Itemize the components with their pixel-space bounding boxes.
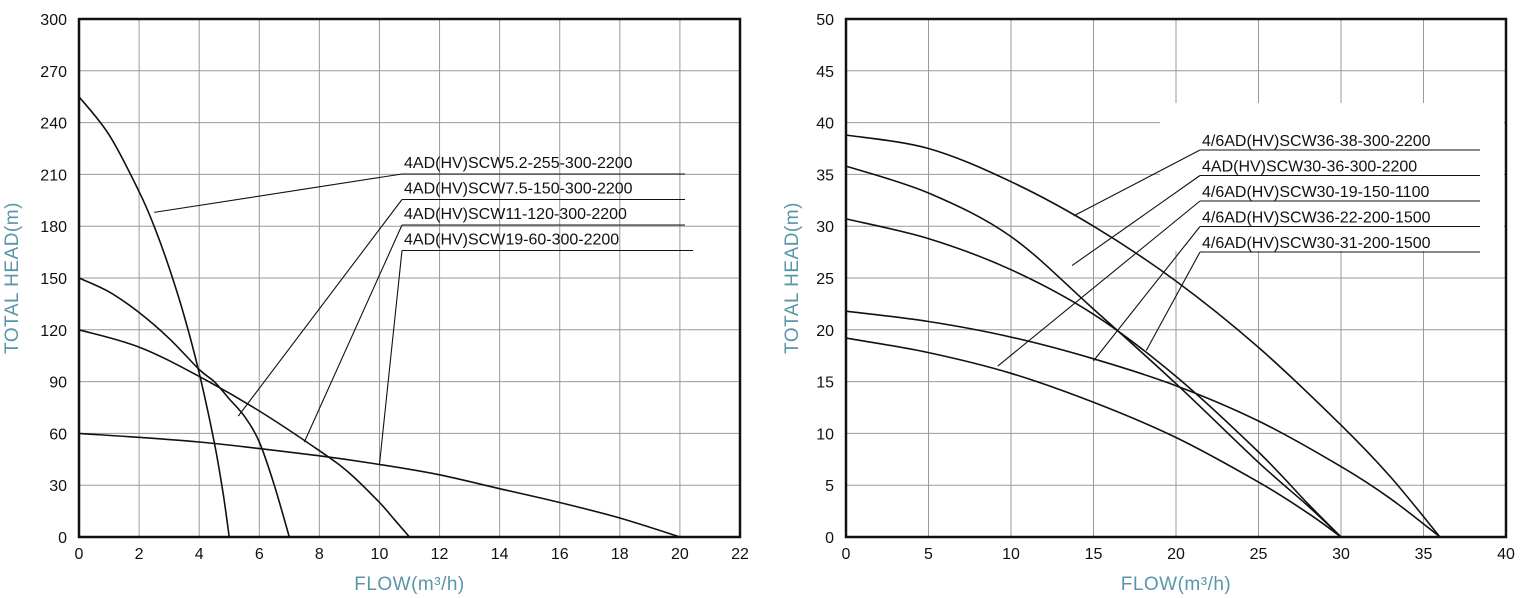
y-tick-label: 120 <box>40 323 67 340</box>
series-label-5: 4/6AD(HV)SCW30-31-200-1500 <box>1202 235 1431 252</box>
x-tick-label: 12 <box>431 546 449 563</box>
y-tick-label: 50 <box>816 12 834 29</box>
x-tick-label: 15 <box>1085 546 1103 563</box>
grid-lines <box>78 18 741 538</box>
y-axis-title: TOTAL HEAD(m) <box>782 202 803 354</box>
left-pump-curve-chart: 4AD(HV)SCW5.2-255-300-2200 4AD(HV)SCW7.5-… <box>2 12 749 595</box>
x-tick-label: 8 <box>315 546 324 563</box>
y-tick-label: 15 <box>816 375 834 392</box>
x-tick-label: 0 <box>75 546 84 563</box>
x-tick-label: 40 <box>1497 546 1515 563</box>
grid-lines <box>845 18 1507 538</box>
x-tick-label: 25 <box>1250 546 1268 563</box>
y-tick-label: 0 <box>58 530 67 547</box>
series-label-3: 4/6AD(HV)SCW30-19-150-1100 <box>1202 184 1429 201</box>
y-tick-label: 90 <box>49 375 67 392</box>
right-pump-curve-chart: 4/6AD(HV)SCW36-38-300-2200 4AD(HV)SCW30-3… <box>782 12 1515 595</box>
x-tick-label: 6 <box>255 546 264 563</box>
y-tick-label: 270 <box>40 64 67 81</box>
y-axis-title: TOTAL HEAD(m) <box>2 202 23 354</box>
y-tick-label: 40 <box>816 116 834 133</box>
leader-line-4 <box>378 250 403 465</box>
y-tick-label: 45 <box>816 64 834 81</box>
y-tick-label: 0 <box>825 530 834 547</box>
y-tick-label: 240 <box>40 116 67 133</box>
series-curve-5 <box>845 218 1342 538</box>
leader-line-2 <box>1071 175 1201 267</box>
series-curve-3 <box>845 337 1342 538</box>
leader-line-4 <box>1093 226 1201 362</box>
leader-line-1 <box>1073 149 1201 217</box>
x-tick-label: 10 <box>371 546 389 563</box>
y-tick-label: 60 <box>49 426 67 443</box>
series-label-3: 4AD(HV)SCW11-120-300-2200 <box>404 206 627 223</box>
series-label-2: 4AD(HV)SCW7.5-150-300-2200 <box>404 181 633 198</box>
y-tick-label: 35 <box>816 167 834 184</box>
leader-line-3 <box>997 200 1201 367</box>
series-labels: 4AD(HV)SCW5.2-255-300-2200 4AD(HV)SCW7.5-… <box>154 155 693 465</box>
y-tick-label: 20 <box>816 323 834 340</box>
curves <box>845 134 1441 538</box>
tick-labels: 0 5 10 15 20 25 30 35 40 0 5 10 15 20 25 30 35 40 45 50 <box>816 12 1515 563</box>
leader-line-3 <box>303 224 403 443</box>
x-tick-label: 30 <box>1332 546 1350 563</box>
x-tick-label: 16 <box>551 546 569 563</box>
series-label-4: 4/6AD(HV)SCW36-22-200-1500 <box>1202 210 1431 227</box>
series-label-1: 4AD(HV)SCW5.2-255-300-2200 <box>404 155 633 172</box>
x-tick-label: 5 <box>924 546 933 563</box>
x-tick-label: 20 <box>1167 546 1185 563</box>
plot-frame <box>844 17 1508 539</box>
y-tick-label: 300 <box>40 12 67 29</box>
series-curve-1 <box>845 134 1441 538</box>
x-tick-label: 35 <box>1415 546 1433 563</box>
series-curve-1 <box>78 96 230 538</box>
x-tick-label: 2 <box>135 546 144 563</box>
y-tick-label: 180 <box>40 219 67 236</box>
x-tick-label: 14 <box>491 546 509 563</box>
x-tick-label: 22 <box>731 546 749 563</box>
series-curve-4 <box>845 310 1441 538</box>
label-background <box>1160 103 1504 251</box>
y-tick-label: 25 <box>816 271 834 288</box>
y-tick-label: 5 <box>825 478 834 495</box>
series-curve-3 <box>78 329 411 538</box>
leader-line-1 <box>154 173 403 213</box>
series-label-2: 4AD(HV)SCW30-36-300-2200 <box>1202 159 1417 176</box>
y-tick-label: 150 <box>40 271 67 288</box>
curves <box>78 96 681 538</box>
y-tick-label: 10 <box>816 426 834 443</box>
y-tick-label: 30 <box>49 478 67 495</box>
tick-labels: 0 2 4 6 8 10 12 14 16 18 20 22 0 30 60 90 120 150 180 210 24… <box>40 12 749 563</box>
series-curve-2 <box>78 277 291 538</box>
series-labels: 4/6AD(HV)SCW36-38-300-2200 4AD(HV)SCW30-3… <box>997 133 1480 367</box>
x-tick-label: 0 <box>842 546 851 563</box>
series-curve-4 <box>78 432 681 538</box>
x-tick-label: 20 <box>671 546 689 563</box>
series-label-4: 4AD(HV)SCW19-60-300-2200 <box>404 232 619 249</box>
x-tick-label: 10 <box>1002 546 1020 563</box>
series-label-1: 4/6AD(HV)SCW36-38-300-2200 <box>1202 133 1431 150</box>
leader-line-5 <box>1145 251 1201 351</box>
plot-frame <box>77 17 742 539</box>
x-axis-title: FLOW(m³/h) <box>1121 574 1232 595</box>
y-tick-label: 210 <box>40 167 67 184</box>
y-tick-label: 30 <box>816 219 834 236</box>
x-tick-label: 4 <box>195 546 204 563</box>
leader-line-2 <box>237 199 403 417</box>
x-tick-label: 18 <box>611 546 629 563</box>
x-axis-title: FLOW(m³/h) <box>354 574 465 595</box>
